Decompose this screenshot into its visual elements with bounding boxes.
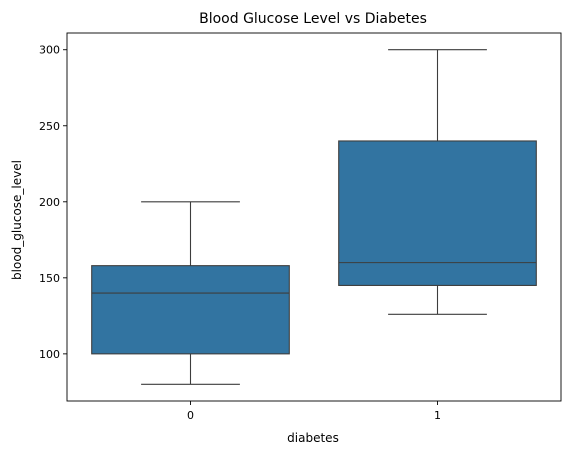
y-tick-label-100: 100 [39,348,60,361]
box-1 [338,140,537,286]
y-tick-label-250: 250 [39,120,60,133]
x-tick-label-0: 0 [187,409,194,422]
plot-area: 100 150 200 250 300 0 1 [39,32,562,422]
plot-frame [66,32,562,402]
y-tick-label-150: 150 [39,272,60,285]
chart-title: Blood Glucose Level vs Diabetes [199,11,427,27]
x-axis-label: diabetes [287,431,339,445]
y-tick-label-300: 300 [39,44,60,57]
x-tick-label-1: 1 [434,409,441,422]
y-axis-label: blood_glucose_level [10,160,24,280]
box-0 [91,265,290,355]
y-tick-label-200: 200 [39,196,60,209]
